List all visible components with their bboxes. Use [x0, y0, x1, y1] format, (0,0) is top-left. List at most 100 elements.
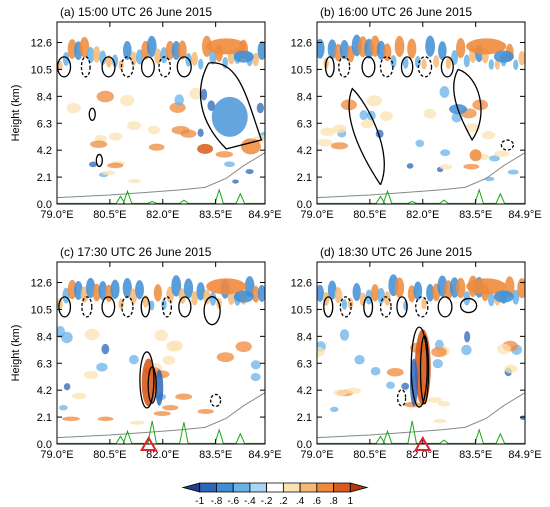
y-tick-label: 10.5	[31, 304, 52, 316]
anomaly-cell	[445, 57, 452, 70]
anomaly-cell	[84, 328, 100, 341]
contour-line	[338, 56, 351, 78]
x-tick-label: 82.0°E	[146, 209, 179, 221]
panel-d: (d) 18:30 UTC 26 June 2015 0.0 2.1 4.2 6.3 8.…	[291, 245, 542, 461]
x-tick-label: 84.9°E	[508, 209, 541, 221]
heatmap-field	[317, 274, 525, 424]
contour-line	[323, 296, 334, 318]
contour-line	[348, 87, 385, 186]
y-tick-label: 2.1	[37, 412, 52, 424]
panel-title: (a) 15:00 UTC 26 June 2015	[60, 5, 212, 19]
anomaly-cell	[440, 149, 451, 157]
anomaly-cell	[494, 150, 510, 158]
panel-a: (a) 15:00 UTC 26 June 2015 0.0 2.1 4.2 6.3 8.…	[10, 5, 282, 221]
anomaly-cell	[216, 352, 235, 362]
y-tick-label: 12.6	[31, 38, 52, 50]
y-tick-label: 2.1	[297, 412, 312, 424]
anomaly-cell	[128, 179, 141, 184]
anomaly-cell	[376, 40, 386, 60]
anomaly-cell	[105, 55, 112, 68]
contour-line	[162, 296, 173, 318]
colorbar-tick-label: .2	[279, 496, 288, 507]
anomaly-cell	[504, 364, 518, 374]
anomaly-cell	[317, 38, 325, 59]
anomaly-cell	[456, 277, 466, 299]
contour-line	[379, 56, 394, 78]
anomaly-cell	[437, 400, 451, 407]
panel-b: (b) 16:00 UTC 26 June 2015 0.0 2.1 4.2 6.3 8.…	[291, 5, 542, 221]
anomaly-cell	[390, 55, 397, 68]
anomaly-cell	[101, 343, 110, 355]
anomaly-cell	[224, 161, 235, 168]
contour-line	[417, 56, 433, 78]
anomaly-cell	[122, 41, 132, 60]
anomaly-cell	[168, 340, 183, 352]
y-tick-label: 0.0	[37, 199, 52, 211]
contour-line	[139, 351, 155, 409]
y-tick-label: 8.4	[37, 91, 52, 103]
anomaly-cell	[439, 164, 453, 170]
anomaly-cell	[317, 346, 325, 357]
contour-line	[203, 296, 221, 326]
anomaly-cell	[98, 281, 108, 300]
contour-line	[158, 56, 171, 78]
anomaly-cell	[402, 57, 409, 69]
anomaly-cell	[432, 358, 443, 369]
anomaly-cell	[386, 368, 404, 377]
anomaly-cell	[240, 138, 261, 155]
contour-line	[379, 296, 392, 318]
y-tick-label: 6.3	[37, 118, 52, 130]
anomaly-cell	[90, 140, 108, 148]
plot-frame	[316, 261, 526, 445]
anomaly-cell	[153, 411, 171, 416]
anomaly-cell	[370, 367, 381, 376]
x-tick-label: 83.5°E	[459, 449, 492, 461]
y-axis-label: Height (km)	[10, 85, 22, 142]
contour-line	[120, 56, 134, 78]
contour-line	[500, 139, 515, 151]
anomaly-cell	[200, 88, 208, 101]
anomaly-cell	[148, 143, 165, 151]
anomaly-cell	[401, 382, 410, 390]
anomaly-cell	[107, 162, 124, 169]
anomaly-cell	[183, 278, 194, 299]
anomaly-cell	[421, 58, 427, 70]
colorbar-tick-label: -1	[195, 496, 204, 507]
anomaly-cell	[154, 48, 162, 65]
anomaly-cell	[57, 60, 63, 71]
anomaly-cell	[146, 35, 157, 58]
anomaly-cell	[96, 90, 115, 103]
anomaly-cell	[496, 343, 511, 355]
x-tick-label: 82.0°E	[406, 449, 439, 461]
contour-line	[95, 153, 103, 168]
anomaly-cell	[62, 51, 70, 66]
contour-line	[361, 56, 376, 78]
anomaly-cell	[206, 278, 247, 295]
contour-line	[101, 296, 116, 318]
contour-line	[400, 56, 414, 78]
anomaly-cell	[63, 383, 71, 391]
anomaly-cell	[215, 151, 234, 158]
y-tick-label: 4.2	[297, 385, 312, 397]
anomaly-cell	[233, 50, 254, 63]
contour-line	[459, 297, 478, 314]
anomaly-cell	[341, 299, 348, 310]
anomaly-cell	[425, 35, 435, 57]
anomaly-cell	[89, 161, 98, 168]
anomaly-cell	[96, 362, 108, 372]
y-tick-label: 12.6	[291, 278, 312, 290]
anomaly-cell	[394, 277, 405, 298]
anomaly-cell	[507, 169, 519, 175]
contour-line	[178, 296, 192, 318]
anomaly-cell	[493, 290, 514, 303]
anomaly-cell	[74, 280, 83, 300]
anomaly-cell	[481, 131, 496, 140]
anomaly-cell	[171, 275, 182, 297]
terrain-line	[56, 152, 266, 199]
anomaly-cell	[330, 142, 349, 150]
anomaly-cell	[196, 282, 205, 301]
anomaly-cell	[147, 125, 161, 135]
anomaly-cell	[493, 50, 514, 63]
anomaly-cell	[99, 50, 107, 66]
